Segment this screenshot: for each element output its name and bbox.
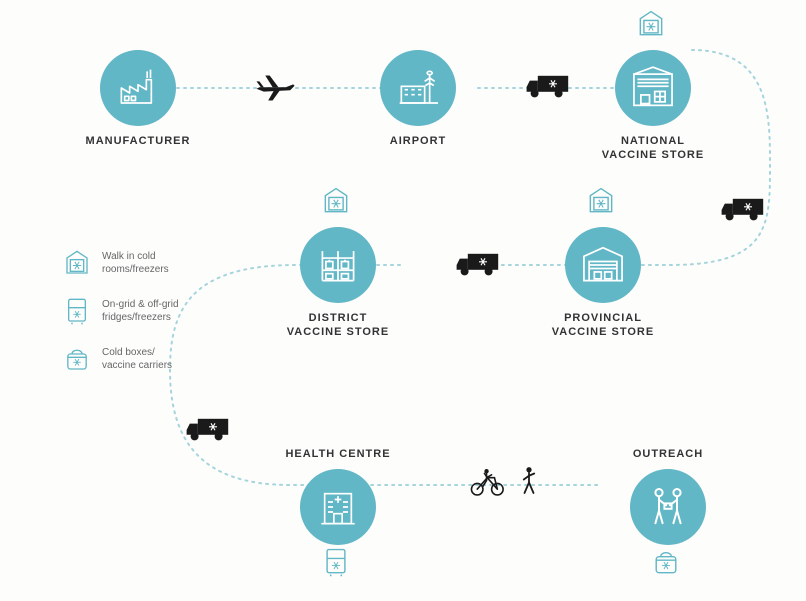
transport-truck-4 [185,415,233,450]
node-national: NATIONALVACCINE STORE [583,50,723,163]
node-district: DISTRICTVACCINE STORE [268,227,408,340]
transport-walker-6 [520,465,538,502]
transport-bike-5 [470,467,506,502]
legend: Walk in coldrooms/freezers On-grid & off… [62,248,179,392]
legend-row-coldroom: Walk in coldrooms/freezers [62,248,179,278]
node-health: HEALTH CENTRE [268,447,408,545]
storage-badge-coldroom-2 [320,185,352,222]
transport-truck-3 [455,250,503,285]
storage-badge-coldroom-0 [635,8,667,45]
storage-badge-coldbox-4 [650,546,682,583]
national-circle [615,50,691,126]
health-label: HEALTH CENTRE [268,447,408,461]
legend-coldroom-icon [62,248,92,278]
manufacturer-label: MANUFACTURER [68,134,208,148]
legend-fridge-text: On-grid & off-gridfridges/freezers [102,298,179,324]
transport-truck-1 [525,72,573,107]
provincial-label: PROVINCIALVACCINE STORE [533,311,673,340]
transport-plane-0 [255,68,299,113]
airport-label: AIRPORT [348,134,488,148]
legend-coldroom-text: Walk in coldrooms/freezers [102,250,169,276]
national-label: NATIONALVACCINE STORE [583,134,723,163]
provincial-circle [565,227,641,303]
airport-circle [380,50,456,126]
storage-badge-coldroom-1 [585,185,617,222]
node-outreach: OUTREACH [598,447,738,545]
storage-badge-fridge-3 [320,546,352,583]
manufacturer-circle [100,50,176,126]
outreach-label: OUTREACH [598,447,738,461]
legend-fridge-icon [62,296,92,326]
outreach-circle [630,469,706,545]
node-manufacturer: MANUFACTURER [68,50,208,148]
legend-row-fridge: On-grid & off-gridfridges/freezers [62,296,179,326]
legend-row-coldbox: Cold boxes/vaccine carriers [62,344,179,374]
node-provincial: PROVINCIALVACCINE STORE [533,227,673,340]
district-circle [300,227,376,303]
transport-truck-2 [720,195,768,230]
health-circle [300,469,376,545]
node-airport: AIRPORT [348,50,488,148]
legend-coldbox-text: Cold boxes/vaccine carriers [102,346,172,372]
legend-coldbox-icon [62,344,92,374]
district-label: DISTRICTVACCINE STORE [268,311,408,340]
